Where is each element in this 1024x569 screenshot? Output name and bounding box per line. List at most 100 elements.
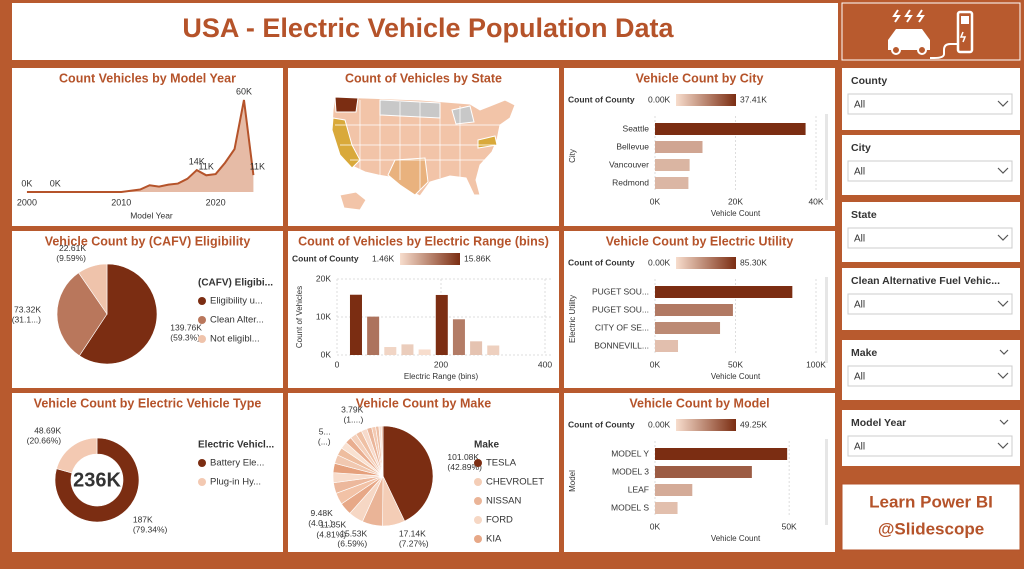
x-tick-label: 0K — [650, 196, 661, 206]
legend-label: Eligibility u... — [210, 296, 263, 307]
y-tick-label: PUGET SOU... — [592, 286, 649, 296]
data-label: 11.35K (4.81%) — [316, 520, 346, 540]
y-tick-label: BONNEVILL... — [594, 340, 649, 350]
bar — [655, 448, 788, 460]
bar — [418, 349, 431, 355]
chart-title: Vehicle Count by City — [636, 71, 764, 85]
bar — [655, 286, 793, 298]
slicer-dropdown[interactable] — [847, 227, 1013, 249]
map-grid — [335, 100, 500, 190]
y-tick-label: MODEL Y — [611, 448, 649, 458]
color-scale-title: Count of County — [292, 253, 359, 263]
y-tick-label: Redmond — [612, 177, 649, 187]
legend-marker — [474, 516, 482, 524]
slicer-dropdown[interactable] — [847, 160, 1013, 182]
data-label: 0K — [50, 178, 61, 188]
legend-marker — [198, 297, 206, 305]
x-axis-label: Electric Range (bins) — [404, 372, 479, 381]
bar — [655, 340, 679, 352]
slicer-value: All — [854, 442, 865, 453]
slice — [381, 425, 384, 477]
color-scale-bar — [676, 257, 736, 269]
bar — [655, 484, 693, 496]
color-scale-bar — [676, 94, 736, 106]
y-tick-label: PUGET SOU... — [592, 304, 649, 314]
chart-title: Count Vehicles by Model Year — [59, 71, 236, 85]
slice — [54, 437, 140, 523]
legend-marker — [198, 459, 206, 467]
data-label: 73.32K (31.1...) — [12, 305, 42, 325]
slicer-value: All — [854, 100, 865, 111]
color-scale-max: 15.86K — [464, 253, 491, 263]
x-tick-label: 20K — [728, 196, 743, 206]
slicer-dropdown[interactable] — [847, 93, 1013, 115]
slice — [78, 263, 108, 315]
legend-label: Clean Alter... — [210, 315, 264, 326]
color-scale-min: 0.00K — [648, 419, 671, 429]
map-region — [334, 96, 359, 113]
bar — [655, 141, 703, 153]
y-tick-label: 10K — [316, 311, 331, 321]
data-label: 11K — [250, 162, 265, 172]
x-tick-label: 50K — [728, 359, 743, 369]
data-label: 9.48K (4.0...) — [308, 508, 333, 528]
slicer-dropdown[interactable] — [847, 293, 1013, 315]
legend-marker — [198, 335, 206, 343]
bar — [655, 123, 806, 135]
legend-title: (CAFV) Eligibi... — [198, 278, 273, 289]
x-tick-label: 100K — [806, 359, 826, 369]
legend-label: TESLA — [486, 458, 517, 469]
color-scale-min: 1.46K — [372, 253, 395, 263]
slice — [56, 437, 98, 474]
bar — [470, 341, 483, 355]
slicer-dropdown[interactable] — [847, 365, 1013, 387]
color-scale-min: 0.00K — [648, 257, 671, 267]
slicer-title: County — [851, 75, 887, 87]
data-label: 60K — [236, 86, 252, 96]
slicer-title: Clean Alternative Fuel Vehic... — [851, 275, 1000, 287]
bar — [655, 177, 689, 189]
x-tick-label: 50K — [782, 521, 797, 531]
legend-label: Battery Ele... — [210, 458, 264, 469]
data-label: 15.53K (6.59%) — [337, 529, 367, 549]
legend-marker — [474, 535, 482, 543]
area — [26, 100, 254, 192]
legend-title: Make — [474, 440, 499, 451]
x-axis-label: Vehicle Count — [711, 534, 761, 543]
y-axis-label: Model — [568, 470, 577, 492]
x-axis-label: Vehicle Count — [711, 209, 761, 218]
slicer-title: Make — [851, 347, 877, 359]
map-region — [387, 157, 429, 196]
slice — [79, 263, 158, 365]
color-scale-bar — [400, 253, 460, 265]
scrollbar — [825, 439, 828, 525]
y-tick-label: MODEL 3 — [612, 466, 649, 476]
dropdown-chevron — [997, 372, 1009, 379]
y-tick-label: 20K — [316, 273, 331, 283]
color-scale-title: Count of County — [568, 94, 635, 104]
y-axis-label: Count of Vehicles — [295, 286, 304, 348]
chart-title: Vehicle Count by Electric Vehicle Type — [34, 396, 262, 410]
branding-panel — [841, 483, 1021, 551]
data-label: 11K — [199, 162, 214, 172]
data-label: 22.61K (9.59%) — [56, 243, 86, 263]
legend-title: Electric Vehicl... — [198, 440, 274, 451]
branding-line: Learn Power BI — [869, 492, 993, 511]
x-tick-label: 40K — [808, 196, 823, 206]
data-label: 14K — [189, 156, 205, 166]
y-tick-label: Vancouver — [609, 159, 649, 169]
page-title: USA - Electric Vehicle Population Data — [182, 13, 674, 43]
bar — [655, 466, 752, 478]
slicer-value: All — [854, 372, 865, 383]
center-label: 236K — [73, 469, 121, 491]
slicer-title: Model Year — [851, 417, 906, 429]
color-scale-max: 85.30K — [740, 257, 767, 267]
slicer-dropdown[interactable] — [847, 435, 1013, 457]
dropdown-chevron — [997, 300, 1009, 307]
scrollbar — [825, 277, 828, 363]
x-axis-label: Model Year — [130, 210, 173, 220]
chart-title: Vehicle Count by Model — [629, 396, 769, 410]
bar — [655, 502, 678, 514]
y-tick-label: MODEL S — [611, 502, 649, 512]
